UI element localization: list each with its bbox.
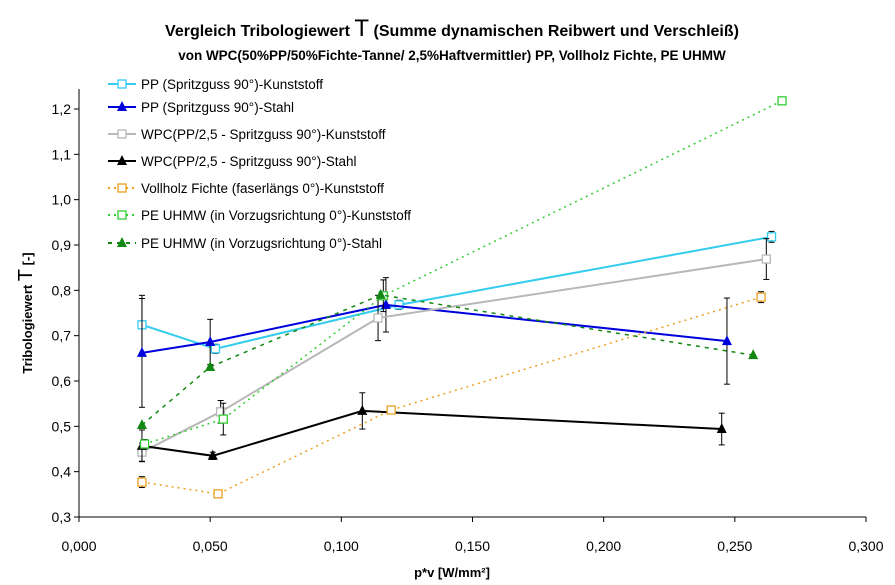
chart-title: Vergleich Tribologiewert T (Summe dynami…: [165, 15, 739, 42]
x-tick-label: 0,100: [324, 538, 359, 554]
y-tick-label: 0,9: [52, 237, 72, 253]
series-line: [141, 235, 772, 350]
data-point-triangle: [205, 336, 216, 347]
legend-label: WPC(PP/2,5 - Spritzguss 90°)-Kunststoff: [141, 127, 386, 142]
data-point-square: [210, 344, 221, 354]
data-point-square: [386, 405, 396, 415]
data-point-triangle: [117, 101, 127, 111]
y-tick-label: 0,5: [52, 418, 72, 434]
legend-item: PE UHMW (in Vorzugsrichtung 0°)-Stahl: [108, 236, 382, 251]
x-axis-label: p*v [W/mm²]: [414, 565, 490, 580]
y-axis-label: Tribologiewert T [-]: [15, 252, 37, 373]
x-tick-label: 0,050: [193, 538, 228, 554]
data-point-square: [117, 129, 127, 139]
series-line: [144, 100, 783, 445]
legend-label: PE UHMW (in Vorzugsrichtung 0°)-Stahl: [141, 236, 382, 251]
series-2: [136, 277, 732, 408]
legend-item: PP (Spritzguss 90°)-Kunststoff: [108, 77, 323, 92]
y-tick-label: 0,3: [52, 509, 72, 525]
series-line: [141, 258, 767, 454]
series-line: [141, 296, 762, 495]
x-tick-label: 0,200: [586, 538, 621, 554]
y-tick-label: 1,1: [52, 146, 72, 162]
legend-item: Vollholz Fichte (faserlängs 0°)-Kunststo…: [108, 181, 384, 196]
series-5: [137, 291, 766, 499]
series-7: [136, 288, 759, 429]
data-point-square: [756, 292, 766, 302]
data-point-triangle: [117, 155, 127, 165]
data-point-triangle: [117, 237, 127, 247]
data-point-square: [213, 489, 223, 499]
legend-item: WPC(PP/2,5 - Spritzguss 90°)-Stahl: [108, 154, 356, 169]
data-point-triangle: [748, 349, 759, 360]
y-tick-label: 1,0: [52, 192, 72, 208]
data-point-square: [117, 183, 127, 193]
y-tick-label: 0,7: [52, 328, 72, 344]
legend-label: PP (Spritzguss 90°)-Kunststoff: [141, 77, 323, 92]
data-point-square: [373, 313, 383, 323]
legend-item: PP (Spritzguss 90°)-Stahl: [108, 100, 294, 115]
data-point-square: [139, 439, 150, 449]
data-point-square: [766, 232, 777, 242]
data-point-triangle: [205, 360, 216, 371]
chart-subtitle: von WPC(50%PP/50%Fichte-Tanne/ 2,5%Haftv…: [178, 48, 726, 63]
data-point-triangle: [136, 346, 147, 357]
legend-label: WPC(PP/2,5 - Spritzguss 90°)-Stahl: [141, 154, 356, 169]
data-point-triangle: [716, 423, 727, 434]
x-tick-label: 0,000: [61, 538, 96, 554]
series-6: [139, 96, 787, 450]
series-3: [137, 238, 771, 462]
y-tick-label: 0,6: [52, 373, 72, 389]
legend-item: PE UHMW (in Vorzugsrichtung 0°)-Kunststo…: [108, 208, 411, 223]
x-tick-label: 0,250: [717, 538, 752, 554]
data-point-square: [761, 254, 771, 264]
data-point-square: [777, 96, 787, 106]
data-point-triangle: [375, 288, 386, 299]
legend-label: PE UHMW (in Vorzugsrichtung 0°)-Kunststo…: [141, 208, 411, 223]
legend-label: PP (Spritzguss 90°)-Stahl: [141, 100, 294, 115]
data-point-square: [218, 414, 228, 424]
data-point-triangle: [721, 335, 732, 346]
data-point-square: [137, 477, 147, 487]
data-point-square: [117, 79, 127, 89]
legend-item: WPC(PP/2,5 - Spritzguss 90°)-Kunststoff: [108, 127, 386, 142]
y-tick-label: 1,2: [52, 101, 72, 117]
legend-label: Vollholz Fichte (faserlängs 0°)-Kunststo…: [141, 181, 384, 196]
y-tick-label: 0,4: [52, 464, 72, 480]
data-point-square: [117, 210, 127, 220]
series-line: [141, 409, 722, 457]
y-tick-label: 0,8: [52, 282, 72, 298]
series-line: [141, 294, 754, 426]
data-point-triangle: [357, 404, 368, 415]
data-point-triangle: [136, 418, 147, 429]
data-point-triangle: [207, 449, 218, 460]
x-tick-label: 0,300: [848, 538, 883, 554]
data-point-square: [394, 300, 404, 310]
x-tick-label: 0,150: [455, 538, 490, 554]
